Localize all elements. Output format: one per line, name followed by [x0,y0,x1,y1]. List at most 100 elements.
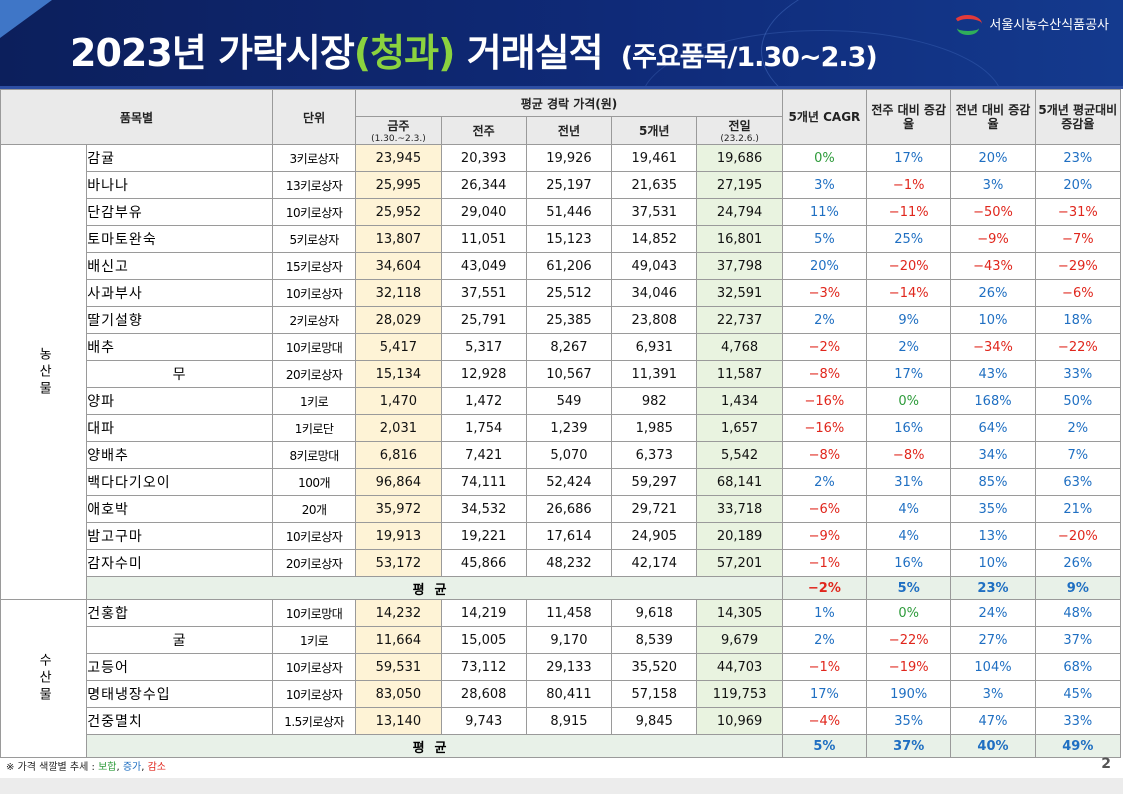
item-unit: 3키로상자 [271,144,357,172]
title-main: 2023년 가락시장 [70,31,355,75]
item-unit: 20키로상자 [271,549,357,577]
average-row: 평균 5% 37% 40% 49% [1,734,1122,758]
rate-wow: 17% [866,360,952,388]
footer-bar [0,778,1123,794]
price-prev-day: 33,718 [696,495,783,523]
rate-vs5y: 23% [1034,144,1122,172]
price-five-year: 21,635 [611,171,698,199]
rate-cagr: −1% [781,653,868,681]
price-five-year: 6,931 [611,333,698,361]
rate-yoy: 34% [950,441,1036,469]
banner-corner-accent [0,0,52,38]
rate-cagr: 0% [781,144,868,172]
price-this-week: 53,172 [355,549,442,577]
price-this-week: 25,952 [355,198,442,226]
item-name: 감귤 [86,144,273,172]
rate-wow: 17% [866,144,952,172]
rate-wow: 4% [866,495,952,523]
rate-cagr: 2% [781,468,868,496]
header-vs5y: 5개년 평균대비 증감율 [1034,89,1122,145]
rate-vs5y: 18% [1034,306,1122,334]
price-prev-day: 1,657 [696,414,783,442]
price-prev-day: 4,768 [696,333,783,361]
average-label: 평균 [86,576,783,600]
price-five-year: 23,808 [611,306,698,334]
price-prev-day: 11,587 [696,360,783,388]
rate-yoy: 168% [950,387,1036,415]
rate-vs5y: 45% [1034,680,1122,708]
price-five-year: 19,461 [611,144,698,172]
item-unit: 100개 [271,468,357,496]
average-wow: 5% [866,576,952,600]
price-five-year: 24,905 [611,522,698,550]
price-this-week: 25,995 [355,171,442,199]
price-last-week: 7,421 [440,441,527,469]
price-five-year: 59,297 [611,468,698,496]
rate-wow: −22% [866,626,952,654]
item-name: 배신고 [86,252,273,280]
rate-yoy: 10% [950,306,1036,334]
item-unit: 1키로 [271,387,357,415]
header-unit: 단위 [271,89,357,145]
rate-vs5y: 48% [1034,599,1122,627]
rate-cagr: −8% [781,441,868,469]
header-cagr: 5개년 CAGR [781,89,868,145]
price-prev-day: 44,703 [696,653,783,681]
rate-cagr: −16% [781,414,868,442]
price-this-week: 6,816 [355,441,442,469]
title-tail: 거래실적 [466,31,604,75]
price-last-week: 20,393 [440,144,527,172]
table-row: 사과부사 10키로상자 32,118 37,551 25,512 34,046 32,591… [1,279,1122,307]
price-last-year: 25,385 [525,306,613,334]
item-unit: 5키로상자 [271,225,357,253]
price-this-week: 13,807 [355,225,442,253]
price-prev-day: 5,542 [696,441,783,469]
item-name: 토마토완숙 [86,225,273,253]
rate-yoy: 13% [950,522,1036,550]
rate-cagr: −16% [781,387,868,415]
price-prev-day: 37,798 [696,252,783,280]
price-last-year: 17,614 [525,522,613,550]
header-last-week: 전주 [440,116,527,145]
rate-yoy: 3% [950,171,1036,199]
page-title: 2023년 가락시장(청과) 거래실적 (주요품목/1.30~2.3) [70,22,878,77]
header-avg-price: 평균 경락 가격(원) [355,89,783,117]
item-name: 명태냉장수입 [86,680,273,708]
header-divider [0,86,1123,89]
rate-wow: 35% [866,707,952,735]
table-row: 건중멸치 1.5키로상자 13,140 9,743 8,915 9,845 10,969 −4… [1,707,1122,735]
average-cagr: −2% [781,576,868,600]
rate-wow: 16% [866,549,952,577]
rate-cagr: −9% [781,522,868,550]
rate-cagr: 17% [781,680,868,708]
table-row: 배신고 15키로상자 34,604 43,049 61,206 49,043 37,798 2… [1,252,1122,280]
price-this-week: 15,134 [355,360,442,388]
price-prev-day: 19,686 [696,144,783,172]
price-this-week: 11,664 [355,626,442,654]
price-last-year: 51,446 [525,198,613,226]
rate-vs5y: 50% [1034,387,1122,415]
rate-vs5y: −7% [1034,225,1122,253]
average-row: 평균 −2% 5% 23% 9% [1,576,1122,600]
rate-cagr: 2% [781,626,868,654]
price-last-week: 15,005 [440,626,527,654]
rate-vs5y: −29% [1034,252,1122,280]
rate-wow: 2% [866,333,952,361]
item-unit: 10키로상자 [271,279,357,307]
item-name: 단감부유 [86,198,273,226]
item-name: 고등어 [86,653,273,681]
header-five-year: 5개년 [611,116,698,145]
price-last-week: 14,219 [440,599,527,627]
price-five-year: 14,852 [611,225,698,253]
rate-wow: 9% [866,306,952,334]
price-five-year: 49,043 [611,252,698,280]
price-last-week: 11,051 [440,225,527,253]
rate-yoy: 24% [950,599,1036,627]
price-five-year: 29,721 [611,495,698,523]
item-name: 밤고구마 [86,522,273,550]
item-name: 양배추 [86,441,273,469]
rate-cagr: −4% [781,707,868,735]
rate-yoy: 10% [950,549,1036,577]
item-unit: 1키로 [271,626,357,654]
color-legend-note: ※ 가격 색깔별 추세 : 보합, 증가, 감소 [6,762,166,773]
